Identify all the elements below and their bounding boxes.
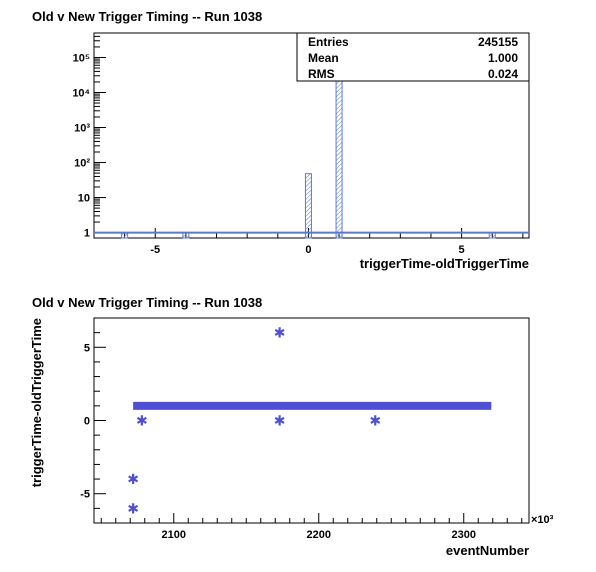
- scatter-frame: [93, 317, 530, 524]
- y-tick-label: 5: [84, 342, 90, 354]
- histogram-bar: [182, 232, 190, 239]
- histogram-bar: [304, 173, 312, 239]
- stats-entries-value: 245155: [478, 35, 518, 49]
- scatter-dense-band: [133, 401, 492, 410]
- scatter-title: Old v New Trigger Timing -- Run 1038: [32, 295, 262, 310]
- x-tick-label: 2300: [452, 529, 476, 541]
- scatter-point: ✱: [274, 326, 286, 342]
- scatter-y-axis: -5 0 5: [80, 317, 106, 524]
- scatter-point: ✱: [136, 414, 148, 430]
- y-tick-label: 10²: [74, 158, 90, 170]
- y-tick-label: -5: [80, 489, 90, 501]
- scatter-point: ✱: [127, 501, 139, 517]
- histogram-bar: [121, 232, 129, 239]
- stats-entries-label: Entries: [308, 35, 349, 49]
- stats-box: Entries 245155 Mean 1.000 RMS 0.024: [296, 32, 530, 82]
- scatter-panel: Old v New Trigger Timing -- Run 1038 -5 0…: [29, 295, 554, 558]
- histogram-panel: Old v New Trigger Timing -- Run 1038 1 10…: [32, 9, 530, 271]
- scatter-point: ✱: [274, 414, 286, 430]
- y-tick-label: 10: [78, 193, 90, 205]
- x-tick-label: 2200: [307, 529, 331, 541]
- stats-rms-label: RMS: [308, 67, 335, 81]
- x-tick-label: 5: [459, 244, 465, 256]
- scatter-point: ✱: [127, 472, 139, 488]
- y-tick-label: 10⁵: [73, 52, 90, 64]
- y-tick-label: 1: [84, 228, 90, 240]
- histogram-bar: [488, 232, 496, 239]
- y-tick-label: 0: [84, 416, 90, 428]
- scatter-y-label: triggerTime-oldTriggerTime: [29, 318, 44, 487]
- x-tick-label: 0: [305, 244, 311, 256]
- histogram-x-label: triggerTime-oldTriggerTime: [360, 256, 529, 271]
- x-tick-label: 2100: [162, 529, 186, 541]
- stats-mean-value: 1.000: [488, 51, 518, 65]
- histogram-y-axis: 1 10 10² 10³ 10⁴ 10⁵: [72, 32, 106, 240]
- scatter-points: ✱ ✱ ✱ ✱ ✱ ✱: [127, 326, 381, 518]
- stats-rms-value: 0.024: [488, 67, 518, 81]
- histogram-title: Old v New Trigger Timing -- Run 1038: [32, 9, 262, 24]
- scatter-x-exponent: ×10³: [531, 514, 554, 526]
- stats-box-frame: [296, 32, 530, 82]
- scatter-x-label: eventNumber: [446, 543, 529, 558]
- y-tick-label: 10³: [74, 123, 90, 135]
- scatter-point: ✱: [369, 414, 381, 430]
- x-tick-label: -5: [150, 244, 160, 256]
- y-tick-label: 10⁴: [72, 87, 90, 99]
- stats-mean-label: Mean: [308, 51, 339, 65]
- scatter-x-axis: 2100 2200 2300: [100, 513, 523, 541]
